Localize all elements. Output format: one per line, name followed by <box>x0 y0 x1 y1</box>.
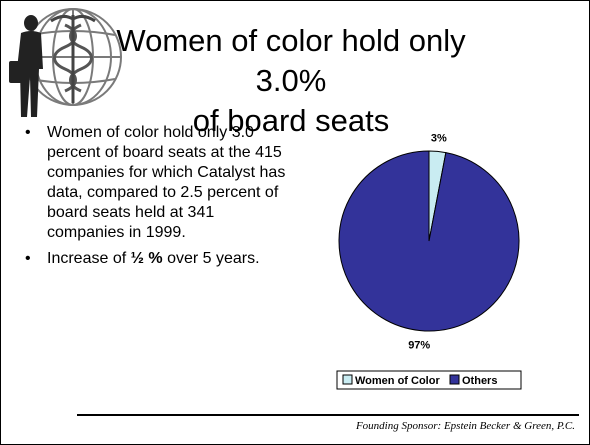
bullet-text-end: over 5 years. <box>162 250 260 267</box>
bullet-item: • Increase of ½ % over 5 years. <box>25 249 287 269</box>
data-label: 97% <box>408 340 430 352</box>
legend-label: Women of Color <box>355 375 440 387</box>
bullet-list: • Women of color hold only 3.0 percent o… <box>25 123 287 275</box>
title-line-1: Women of color hold only 3.0% <box>116 23 466 98</box>
bullet-text: Women of color hold only 3.0 percent of … <box>47 124 286 241</box>
legend-swatch <box>342 374 353 385</box>
chart-legend: Women of Color Others <box>336 370 522 390</box>
bullet-marker: • <box>25 250 31 267</box>
legend-swatch <box>449 374 460 385</box>
bullet-marker: • <box>25 124 31 141</box>
footer-sponsor: Founding Sponsor: Epstein Becker & Green… <box>355 420 575 432</box>
legend-label: Others <box>462 375 497 387</box>
pie-slice-others <box>338 150 520 332</box>
slide-title: Women of color hold only 3.0% of board s… <box>81 21 501 141</box>
title-line-2: of board seats <box>192 103 390 138</box>
bullet-text-bold: ½ % <box>130 250 163 267</box>
data-label: 3% <box>431 132 447 144</box>
pie-chart: 3% 97% Women of Color Others <box>336 132 522 390</box>
bullet-text-start: Increase of <box>47 250 131 267</box>
caduceus-globe-figure-icon <box>9 8 122 117</box>
footer-divider <box>77 414 579 416</box>
bullet-item: • Women of color hold only 3.0 percent o… <box>25 123 287 243</box>
legend-box <box>336 370 522 390</box>
